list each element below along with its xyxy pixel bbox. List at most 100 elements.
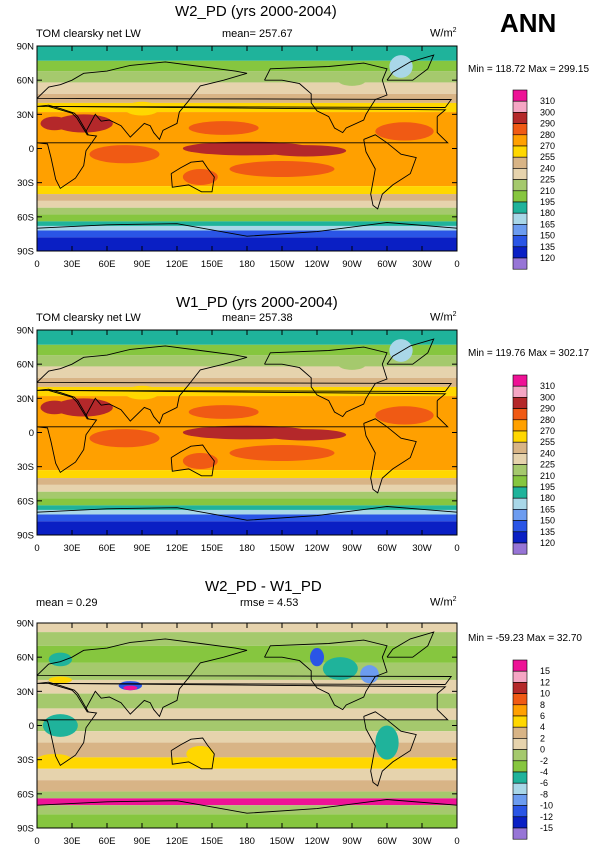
lat-tick-label: 90S xyxy=(17,824,34,835)
legend-label: 300 xyxy=(540,392,555,402)
lat-band xyxy=(37,731,457,743)
legend-swatch xyxy=(512,520,528,533)
legend-label: 120 xyxy=(540,253,555,263)
lat-band xyxy=(37,221,457,226)
lat-band xyxy=(37,214,457,222)
lon-tick-label: 30E xyxy=(64,543,81,554)
lon-tick-label: 120W xyxy=(305,836,330,847)
field-anomaly xyxy=(123,685,138,691)
coastline xyxy=(170,160,215,193)
field-anomaly xyxy=(89,429,160,448)
legend-swatch xyxy=(512,246,528,259)
field-anomaly xyxy=(54,114,113,133)
panel-3-rmse-label: rmse = 4.53 xyxy=(240,597,299,609)
lat-band xyxy=(37,470,457,479)
legend-label: 210 xyxy=(540,471,555,481)
coastline xyxy=(363,711,417,787)
lat-tick-label: 0 xyxy=(29,428,34,439)
legend-label: 15 xyxy=(540,666,550,676)
field-anomaly xyxy=(389,339,413,362)
legend-swatch xyxy=(512,475,528,488)
lat-band xyxy=(37,194,457,201)
lat-tick-label: 30N xyxy=(17,110,35,121)
field-anomaly xyxy=(338,74,366,86)
legend-swatch xyxy=(512,497,528,510)
lat-band xyxy=(37,514,457,522)
panel-1-title: W2_PD (yrs 2000-2004) xyxy=(175,3,337,20)
lat-band xyxy=(37,505,457,510)
lat-band xyxy=(37,632,457,646)
coastline xyxy=(386,338,435,365)
legend-swatch xyxy=(512,794,528,806)
lat-tick-label: 60N xyxy=(17,360,35,371)
coastline xyxy=(386,631,435,658)
lat-band xyxy=(37,225,457,231)
lon-tick-label: 0 xyxy=(454,836,459,847)
legend-label: -12 xyxy=(540,812,553,822)
lat-band xyxy=(37,645,457,663)
coastline xyxy=(37,682,449,767)
legend-swatch xyxy=(512,693,528,706)
coastline xyxy=(37,506,457,521)
legend-swatch xyxy=(512,385,528,398)
field-anomaly xyxy=(375,725,399,760)
lat-band xyxy=(37,491,457,499)
legend-swatch xyxy=(512,531,528,544)
legend-label: 120 xyxy=(540,538,555,548)
legend-label: 0 xyxy=(540,745,545,755)
legend-swatch xyxy=(512,542,528,555)
field-anomaly xyxy=(40,116,69,131)
legend-swatch xyxy=(512,749,528,762)
lon-tick-label: 30W xyxy=(412,543,432,554)
lon-tick-label: 150E xyxy=(201,259,223,270)
lat-tick-label: 90S xyxy=(17,247,34,258)
field-anomaly xyxy=(124,385,160,400)
panel-2-title: W1_PD (yrs 2000-2004) xyxy=(176,294,338,311)
legend-swatch xyxy=(512,509,528,521)
legend-swatch xyxy=(512,397,528,409)
legend-label: 10 xyxy=(540,689,550,699)
lat-band xyxy=(37,377,457,387)
coastline xyxy=(170,737,215,770)
field-anomaly xyxy=(182,169,218,185)
legend-label: -6 xyxy=(540,778,548,788)
legend-swatch xyxy=(512,805,528,818)
legend-label: 135 xyxy=(540,527,555,537)
legend-swatch xyxy=(512,430,528,443)
lat-tick-label: 60S xyxy=(17,496,34,507)
legend-swatch xyxy=(512,782,528,795)
legend-label: -8 xyxy=(540,789,548,799)
field-anomaly xyxy=(338,358,366,370)
panel-3-title: W2_PD - W1_PD xyxy=(205,578,322,595)
coastline xyxy=(37,389,449,474)
legend-swatch xyxy=(512,145,528,158)
panel-1-variable-label: TOM clearsky net LW xyxy=(36,28,141,40)
lat-band xyxy=(37,780,457,792)
legend-label: 150 xyxy=(540,231,555,241)
lon-tick-label: 60E xyxy=(99,836,116,847)
legend-label: 4 xyxy=(540,722,545,732)
legend-label: -10 xyxy=(540,801,553,811)
lat-tick-label: 90N xyxy=(17,326,35,337)
lat-band xyxy=(37,102,457,113)
coastline xyxy=(37,799,457,814)
lon-tick-label: 120E xyxy=(166,259,188,270)
field-anomaly xyxy=(54,398,113,417)
coastline xyxy=(363,134,417,210)
field-anomaly xyxy=(124,101,160,116)
coastline xyxy=(37,638,453,718)
legend-swatch xyxy=(512,441,528,454)
lat-band xyxy=(37,93,457,103)
panel-1-min-max: Min = 118.72 Max = 299.15 xyxy=(468,64,590,75)
legend-swatch xyxy=(512,771,528,784)
field-anomaly xyxy=(375,406,434,425)
lon-tick-label: 0 xyxy=(454,259,459,270)
lat-tick-label: 30N xyxy=(17,394,35,405)
legend-swatch xyxy=(512,112,528,124)
legend-swatch xyxy=(512,100,528,113)
lon-tick-label: 90W xyxy=(342,543,362,554)
legend-1: 3103002902802702552402252101951801651501… xyxy=(512,89,555,270)
lon-tick-label: 90E xyxy=(134,543,151,554)
